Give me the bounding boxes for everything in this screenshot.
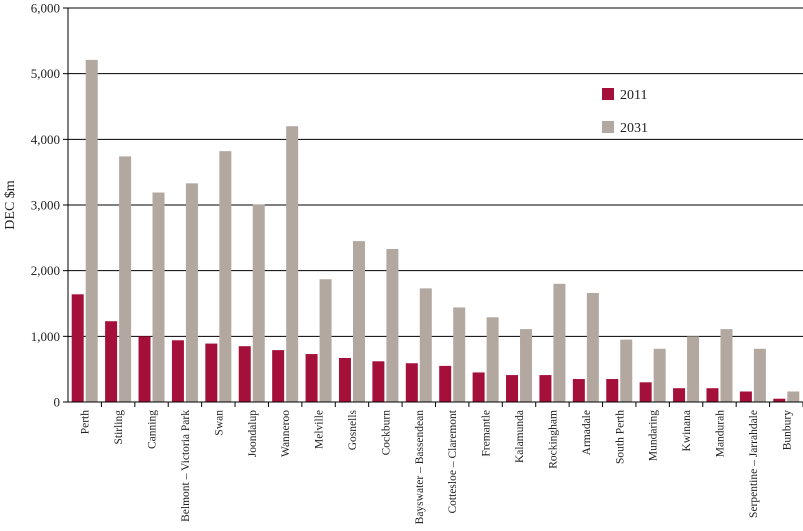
bar-2031-5 [252, 204, 265, 402]
bar-2031-6 [286, 126, 299, 402]
bar-2011-20 [739, 391, 752, 402]
legend-swatch-2031 [602, 121, 614, 133]
axes [63, 7, 803, 407]
x-category-label: Swan [213, 410, 225, 436]
legend-swatch-2011 [602, 88, 614, 100]
y-tick-label: 1,000 [31, 329, 60, 344]
bar-2031-19 [720, 329, 733, 402]
bar-2031-12 [486, 317, 499, 402]
x-category-label: Bunbury [781, 410, 793, 451]
bar-2011-18 [673, 388, 686, 402]
bar-2011-3 [171, 340, 184, 402]
bar-2031-1 [119, 156, 132, 402]
x-category-label: Joondalup [247, 410, 259, 458]
x-category-label: Kwinana [681, 410, 693, 452]
x-category-label: Stirling [113, 410, 125, 445]
bar-2031-16 [620, 339, 633, 402]
x-category-label: Gosnells [347, 409, 359, 450]
bar-2031-7 [319, 279, 332, 402]
bar-2031-15 [586, 292, 599, 402]
x-category-label: Canning [147, 410, 159, 449]
bar-2011-9 [372, 361, 385, 402]
y-tick-label: 5,000 [31, 66, 60, 81]
bar-2031-21 [787, 391, 800, 402]
x-category-label: Kalamunda [514, 410, 526, 463]
legend-label-2011: 2011 [620, 88, 647, 103]
x-category-label: Melville [314, 410, 326, 449]
x-category-label: Wanneroo [280, 410, 292, 457]
bar-2031-11 [453, 307, 466, 402]
y-tick-label: 6,000 [31, 1, 60, 16]
legend-label-2031: 2031 [620, 121, 648, 136]
x-category-label: Fremantle [481, 410, 493, 457]
x-category-label: Serpentine – Jarrahdale [748, 410, 760, 518]
bar-2011-0 [71, 294, 84, 402]
bar-2011-1 [105, 321, 118, 402]
y-tick-label: 0 [54, 395, 61, 410]
bar-2031-10 [419, 288, 432, 402]
x-category-label: Mandurah [714, 410, 726, 458]
bars [71, 59, 800, 402]
bar-2011-2 [138, 336, 151, 402]
bar-2011-14 [539, 375, 552, 402]
bar-2011-8 [338, 358, 351, 402]
gridlines [68, 7, 803, 337]
x-category-label: Armadale [581, 410, 593, 455]
bar-2011-7 [305, 354, 318, 402]
x-category-label: South Perth [614, 410, 626, 464]
legend: 2011 2031 [602, 88, 648, 136]
bar-2011-10 [405, 363, 418, 402]
bar-2031-14 [553, 283, 566, 402]
bar-2031-4 [219, 151, 232, 402]
x-category-label: Cockburn [380, 410, 392, 456]
bar-2031-3 [185, 183, 198, 402]
x-category-label: Cottesloe – Claremont [447, 409, 459, 513]
y-axis-title: DEC $m [3, 180, 18, 230]
bar-2031-13 [520, 329, 533, 402]
bar-2031-8 [352, 241, 365, 402]
bar-2031-17 [653, 348, 666, 402]
bar-2011-21 [773, 398, 786, 402]
x-category-label: Rockingham [547, 410, 559, 469]
x-category-label: Mundaring [648, 410, 660, 461]
bar-2011-15 [572, 379, 585, 402]
bar-2031-18 [687, 336, 700, 402]
bar-2011-13 [506, 375, 519, 402]
bar-2011-17 [639, 382, 652, 402]
bar-2011-4 [205, 343, 218, 402]
bar-2011-5 [238, 346, 251, 402]
x-category-label: Perth [80, 410, 92, 435]
bar-2011-12 [472, 372, 485, 402]
axis-labels: 0 1,000 2,000 3,000 4,000 5,000 6,000 Perth Stir… [31, 1, 794, 525]
x-category-label: Belmont – Victoria Park [180, 410, 192, 522]
bar-2011-19 [706, 388, 719, 402]
x-category-label: Bayswater – Bassendean [414, 410, 426, 525]
bar-2011-6 [272, 350, 285, 402]
bar-2031-20 [753, 348, 766, 402]
y-tick-label: 2,000 [31, 263, 60, 278]
bar-2031-9 [386, 248, 399, 402]
bar-2031-2 [152, 192, 165, 402]
bar-2011-16 [606, 379, 619, 402]
y-tick-label: 4,000 [31, 132, 60, 147]
bar-2031-0 [85, 59, 98, 402]
bar-2011-11 [439, 365, 452, 402]
y-tick-label: 3,000 [31, 198, 60, 213]
